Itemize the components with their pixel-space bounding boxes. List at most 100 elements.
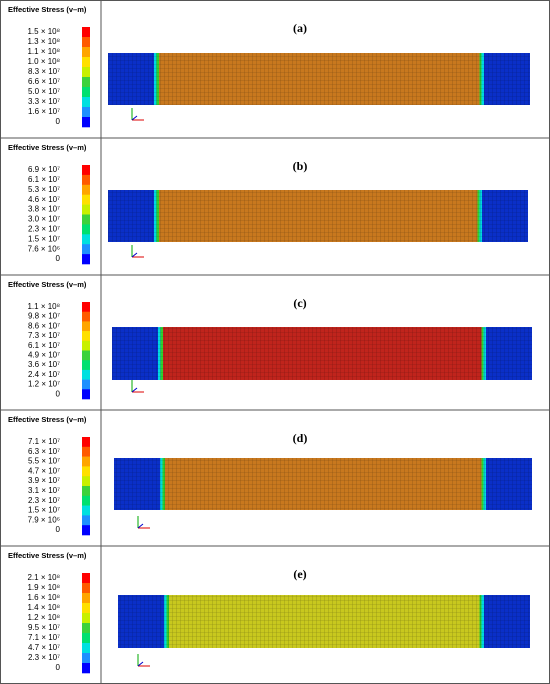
mesh-grid <box>114 458 532 510</box>
colorbar-cell <box>82 340 90 351</box>
colorbar-cell <box>82 603 90 614</box>
legend-title: Effective Stress (v–m) <box>8 415 87 424</box>
legend-label: 6.1 × 10⁷ <box>28 175 60 184</box>
legend-label: 1.2 × 10⁸ <box>27 613 60 622</box>
mesh-grid <box>112 327 532 380</box>
legend-label: 1.2 × 10⁷ <box>28 380 60 389</box>
legend-label: 7.3 × 10⁷ <box>28 331 60 340</box>
legend-label: 2.3 × 10⁷ <box>28 224 60 233</box>
colorbar-cell <box>82 321 90 332</box>
panel-label: (c) <box>293 296 306 310</box>
colorbar-cell <box>82 117 90 128</box>
legend-label: 1.1 × 10⁸ <box>27 302 60 311</box>
colorbar-cell <box>82 446 90 457</box>
axis-triad <box>131 387 138 393</box>
axis-triad <box>131 252 138 258</box>
colorbar-cell <box>82 331 90 342</box>
mesh-grid <box>108 190 528 242</box>
legend-label: 5.0 × 10⁷ <box>28 87 60 96</box>
legend-label: 0 <box>56 663 61 672</box>
colorbar-cell <box>82 107 90 118</box>
panel-label: (e) <box>293 567 306 581</box>
legend-label: 3.3 × 10⁷ <box>28 97 60 106</box>
colorbar-cell <box>82 515 90 526</box>
colorbar-cell <box>82 224 90 235</box>
legend-label: 0 <box>56 389 61 398</box>
legend-label: 4.7 × 10⁷ <box>28 466 60 475</box>
colorbar-cell <box>82 214 90 225</box>
legend-label: 1.0 × 10⁸ <box>27 57 60 66</box>
colorbar-cell <box>82 663 90 674</box>
colorbar-cell <box>82 495 90 506</box>
legend-label: 5.5 × 10⁷ <box>28 457 60 466</box>
colorbar-cell <box>82 583 90 594</box>
legend-label: 0 <box>56 254 61 263</box>
colorbar-cell <box>82 437 90 448</box>
mesh-grid <box>118 595 530 648</box>
mesh-grid <box>108 53 530 105</box>
legend-label: 7.6 × 10⁶ <box>28 244 60 253</box>
colorbar-cell <box>82 244 90 255</box>
legend-label: 2.1 × 10⁸ <box>27 573 60 582</box>
legend-label: 5.3 × 10⁷ <box>28 185 60 194</box>
legend-label: 2.3 × 10⁷ <box>28 496 60 505</box>
axis-triad <box>137 523 144 529</box>
axis-triad <box>137 661 144 667</box>
legend-label: 6.9 × 10⁷ <box>28 165 60 174</box>
legend-label: 4.6 × 10⁷ <box>28 195 60 204</box>
legend-label: 1.5 × 10⁸ <box>27 27 60 36</box>
legend-label: 1.5 × 10⁷ <box>28 234 60 243</box>
colorbar-cell <box>82 360 90 371</box>
colorbar-cell <box>82 67 90 78</box>
legend-label: 3.6 × 10⁷ <box>28 360 60 369</box>
legend-label: 4.9 × 10⁷ <box>28 350 60 359</box>
colorbar-cell <box>82 456 90 467</box>
legend-label: 6.6 × 10⁷ <box>28 77 60 86</box>
legend-label: 9.5 × 10⁷ <box>28 623 60 632</box>
panel-label: (d) <box>293 431 308 445</box>
colorbar-cell <box>82 165 90 176</box>
legend-label: 3.0 × 10⁷ <box>28 215 60 224</box>
legend-title: Effective Stress (v–m) <box>8 5 87 14</box>
colorbar-cell <box>82 77 90 88</box>
legend-label: 9.8 × 10⁷ <box>28 312 60 321</box>
panel-label: (b) <box>293 159 308 173</box>
colorbar-cell <box>82 369 90 380</box>
colorbar-cell <box>82 633 90 644</box>
legend-label: 6.1 × 10⁷ <box>28 341 60 350</box>
legend-label: 2.3 × 10⁷ <box>28 653 60 662</box>
colorbar-cell <box>82 486 90 497</box>
colorbar-cell <box>82 525 90 536</box>
legend-label: 6.3 × 10⁷ <box>28 447 60 456</box>
legend-label: 3.8 × 10⁷ <box>28 205 60 214</box>
legend-label: 7.1 × 10⁷ <box>28 633 60 642</box>
colorbar-cell <box>82 47 90 58</box>
legend-label: 3.1 × 10⁷ <box>28 486 60 495</box>
colorbar-cell <box>82 379 90 390</box>
colorbar-cell <box>82 476 90 487</box>
legend-label: 1.4 × 10⁸ <box>27 603 60 612</box>
legend-label: 8.3 × 10⁷ <box>28 67 60 76</box>
colorbar-cell <box>82 37 90 48</box>
colorbar-cell <box>82 389 90 400</box>
colorbar-cell <box>82 97 90 108</box>
colorbar-cell <box>82 57 90 68</box>
legend-label: 1.9 × 10⁸ <box>27 583 60 592</box>
colorbar-cell <box>82 184 90 195</box>
colorbar-cell <box>82 573 90 584</box>
colorbar-cell <box>82 174 90 186</box>
legend-label: 7.1 × 10⁷ <box>28 437 60 446</box>
panel-label: (a) <box>293 21 307 35</box>
colorbar-cell <box>82 254 90 265</box>
legend-label: 2.4 × 10⁷ <box>28 370 60 379</box>
colorbar-cell <box>82 505 90 516</box>
legend-title: Effective Stress (v–m) <box>8 280 87 289</box>
colorbar-cell <box>82 653 90 664</box>
colorbar-cell <box>82 613 90 624</box>
axis-triad <box>131 115 138 121</box>
legend-label: 1.3 × 10⁸ <box>27 37 60 46</box>
colorbar-cell <box>82 194 90 205</box>
colorbar-cell <box>82 87 90 98</box>
colorbar-cell <box>82 27 90 38</box>
